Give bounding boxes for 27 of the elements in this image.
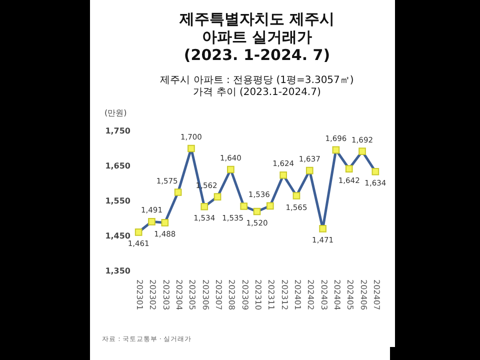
x-tick-label: 202406 [358,280,368,310]
x-tick-label: 202307 [214,280,224,310]
x-tick-label: 202309 [240,280,250,310]
x-tick-label: 202403 [319,280,328,310]
y-axis-title: (만원) [104,108,127,118]
x-tick-label: 202407 [372,280,381,310]
x-tick-label: 202305 [188,280,197,310]
y-tick-label: 1,350 [105,266,131,276]
y-tick-label: 1,750 [105,126,131,136]
x-tick-label: 202310 [254,280,262,310]
y-tick-label: 1,450 [105,232,131,240]
x-tick-label: 202402 [306,280,316,310]
x-tick-label: 202304 [174,280,184,310]
x-tick-label: 202303 [161,280,170,310]
chart-title: 제주특별자치도 제주시 아파트 실거래가 (2023. 1-2024. 7) [178,10,335,64]
y-tick-label: 1,550 [105,196,131,206]
x-tick-label: 202302 [148,280,158,310]
x-tick-label: 202301 [135,280,144,310]
x-tick-label: 202308 [227,280,236,310]
y-tick-label: 1,650 [105,162,131,170]
x-tick-label: 202401 [292,280,302,310]
x-tick-label: 202311 [266,280,276,310]
x-tick-label: 202405 [346,280,355,310]
x-tick-label: 202404 [332,280,342,310]
chart-subtitle: 제주시 아파트 : 전용평당 (1평=3.3057㎡) 가격 추이 (2023.1-2024.7) [160,75,354,98]
x-tick-label: 202306 [200,280,210,310]
x-tick-label: 202312 [280,280,289,310]
